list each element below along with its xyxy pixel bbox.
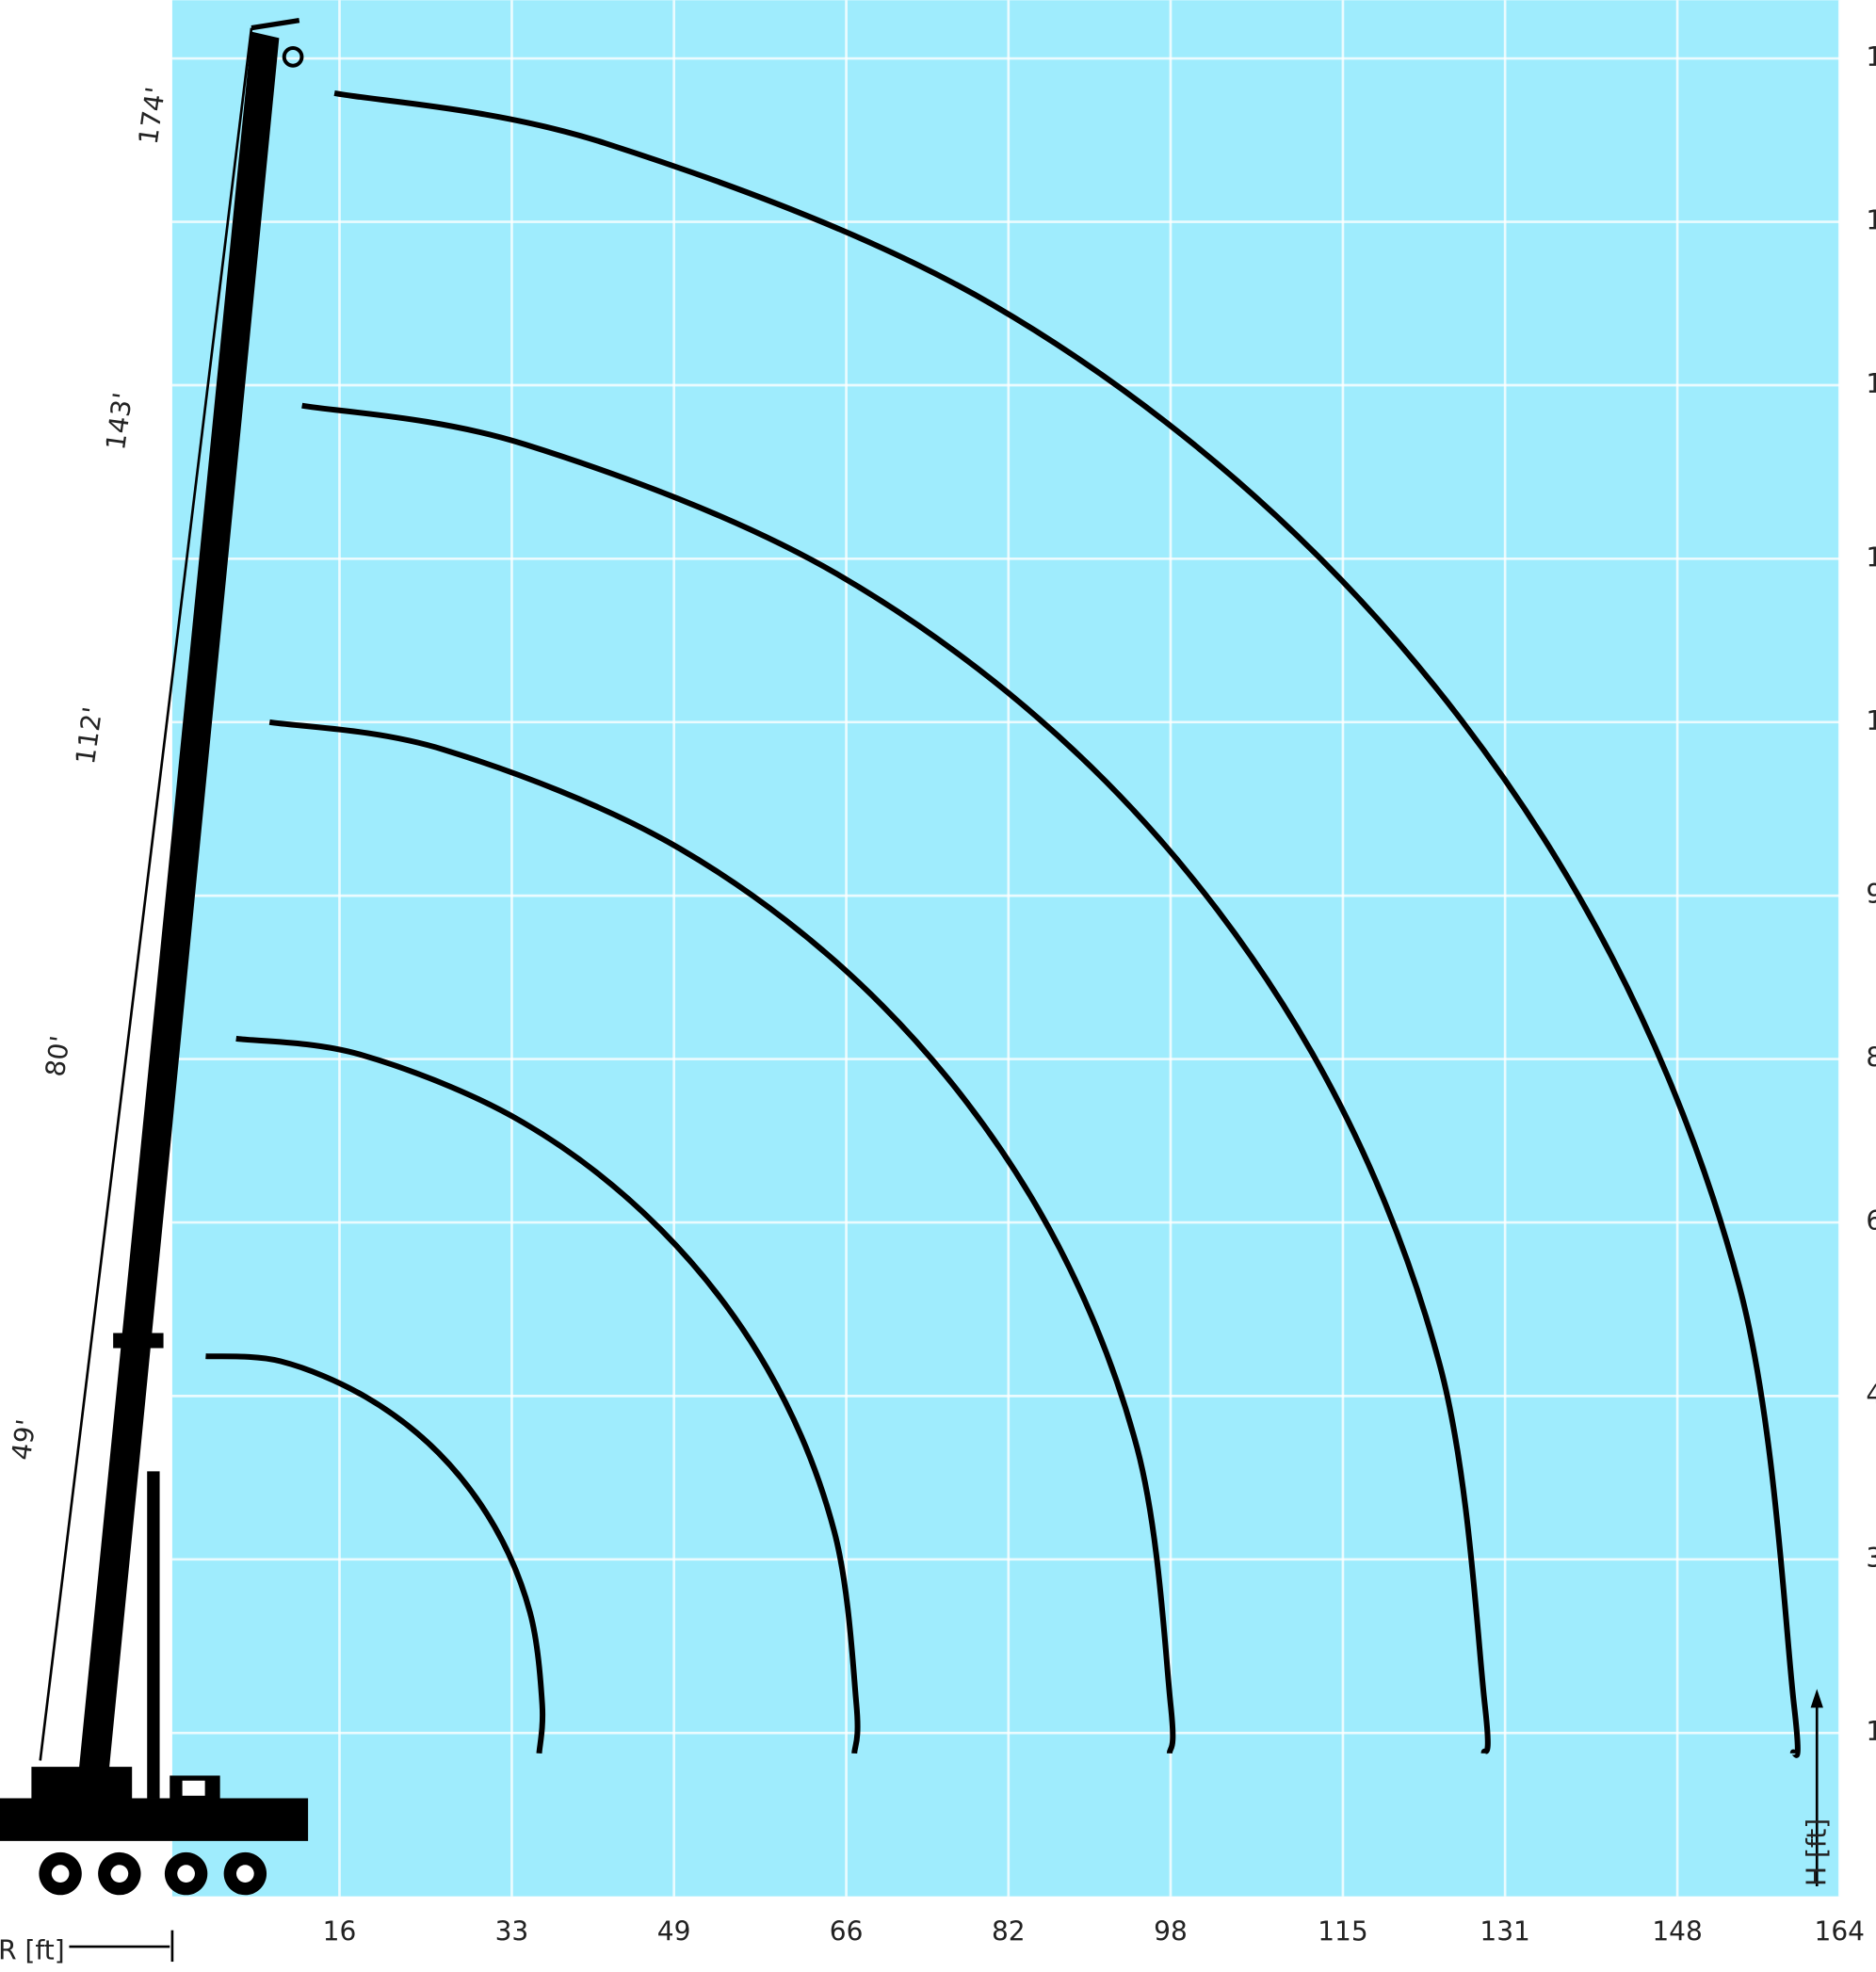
y-tick-label: 148 — [1866, 368, 1876, 399]
boom-arc — [268, 719, 1176, 1754]
y-tick-label: 66 — [1866, 1205, 1876, 1237]
plot-area — [171, 0, 1840, 1897]
y-tick-label: 180 — [1866, 41, 1876, 73]
boom-arc — [301, 402, 1491, 1755]
x-tick-label: 33 — [495, 1915, 529, 1947]
x-axis-label: R [ft] — [0, 1934, 65, 1965]
y-tick-label: 115 — [1866, 705, 1876, 736]
boom-length-label: 143' — [100, 391, 138, 452]
boom-length-label: 174' — [133, 85, 171, 146]
x-tick-label: 66 — [830, 1915, 864, 1947]
crane-illustration — [0, 17, 1823, 1963]
y-tick-label: 49 — [1866, 1379, 1876, 1410]
x-tick-label: 98 — [1154, 1915, 1188, 1947]
arcs — [205, 89, 1801, 1758]
y-tick-label: 98 — [1866, 879, 1876, 910]
boom-length-label: 112' — [70, 705, 108, 767]
y-tick-label: 82 — [1866, 1043, 1876, 1074]
y-tick-label: 16 — [1866, 1716, 1876, 1747]
x-tick-label: 131 — [1480, 1915, 1529, 1947]
x-tick-label: 115 — [1318, 1915, 1367, 1947]
grid — [171, 0, 1841, 1897]
x-tick-label: 164 — [1815, 1915, 1865, 1947]
y-axis-label: H [ft] — [1802, 1818, 1833, 1886]
boom-length-label: 80' — [40, 1034, 76, 1079]
x-tick-label: 49 — [657, 1915, 691, 1947]
boom-length-label: 49' — [6, 1417, 42, 1463]
y-tick-label: 164 — [1866, 205, 1876, 236]
boom-arc — [235, 1035, 861, 1754]
boom-arc — [333, 89, 1801, 1758]
boom-arc — [205, 1353, 546, 1754]
x-tick-label: 16 — [323, 1915, 357, 1947]
y-tick-label: 131 — [1866, 541, 1876, 573]
y-tick-label: 33 — [1866, 1543, 1876, 1574]
x-tick-label: 148 — [1652, 1915, 1702, 1947]
x-tick-label: 82 — [992, 1915, 1026, 1947]
